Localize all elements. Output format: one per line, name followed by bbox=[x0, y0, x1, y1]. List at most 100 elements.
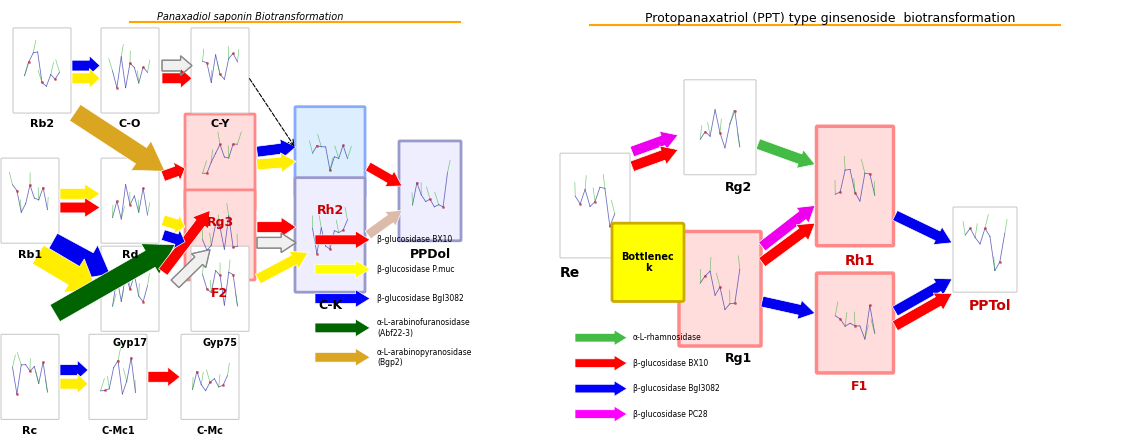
FancyBboxPatch shape bbox=[191, 246, 249, 331]
FancyBboxPatch shape bbox=[14, 28, 71, 113]
Polygon shape bbox=[631, 264, 678, 283]
Polygon shape bbox=[72, 56, 100, 75]
Text: C-Y: C-Y bbox=[210, 119, 230, 129]
Polygon shape bbox=[366, 162, 402, 187]
Text: β-glucosidase PC28: β-glucosidase PC28 bbox=[633, 409, 708, 419]
Polygon shape bbox=[256, 139, 296, 158]
Text: Rh2: Rh2 bbox=[316, 204, 343, 217]
Polygon shape bbox=[315, 290, 370, 307]
Text: α-L-rhamnosidase: α-L-rhamnosidase bbox=[633, 333, 702, 342]
Text: Protopanaxatriol (PPT) type ginsenoside  biotransformation: Protopanaxatriol (PPT) type ginsenoside … bbox=[645, 12, 1015, 25]
Text: α-L-arabinopyranosidase
(Bgp2): α-L-arabinopyranosidase (Bgp2) bbox=[377, 347, 472, 367]
Polygon shape bbox=[256, 233, 296, 252]
Polygon shape bbox=[171, 249, 210, 288]
Polygon shape bbox=[892, 293, 952, 330]
Text: Rg1: Rg1 bbox=[724, 352, 752, 365]
Text: Rc: Rc bbox=[22, 426, 37, 436]
Text: F1: F1 bbox=[852, 380, 868, 393]
FancyBboxPatch shape bbox=[560, 153, 630, 258]
FancyBboxPatch shape bbox=[817, 273, 893, 373]
Text: β-glucosidase BX10: β-glucosidase BX10 bbox=[633, 359, 709, 368]
Polygon shape bbox=[70, 105, 165, 171]
Polygon shape bbox=[255, 252, 308, 284]
Polygon shape bbox=[60, 198, 100, 217]
Text: PPTol: PPTol bbox=[969, 299, 1011, 313]
Polygon shape bbox=[315, 231, 370, 249]
Polygon shape bbox=[630, 131, 678, 157]
Text: C-Mc: C-Mc bbox=[197, 426, 224, 436]
Text: α-L-arabinofuranosidase
(Abf22-3): α-L-arabinofuranosidase (Abf22-3) bbox=[377, 318, 470, 337]
Polygon shape bbox=[256, 217, 296, 237]
Text: Rh1: Rh1 bbox=[845, 255, 875, 269]
Polygon shape bbox=[315, 348, 370, 366]
Polygon shape bbox=[631, 235, 678, 254]
Polygon shape bbox=[575, 355, 627, 371]
Polygon shape bbox=[631, 249, 678, 269]
Polygon shape bbox=[756, 139, 814, 168]
Text: Gyp75: Gyp75 bbox=[202, 338, 237, 347]
Text: F2: F2 bbox=[212, 287, 228, 300]
Polygon shape bbox=[315, 319, 370, 337]
Polygon shape bbox=[758, 223, 814, 267]
Text: Rd: Rd bbox=[122, 249, 138, 259]
Text: Gyp17: Gyp17 bbox=[112, 338, 147, 347]
Polygon shape bbox=[760, 296, 814, 319]
Polygon shape bbox=[161, 230, 185, 249]
Polygon shape bbox=[630, 146, 678, 171]
Polygon shape bbox=[50, 244, 176, 322]
Text: β-glucosidase Bgl3082: β-glucosidase Bgl3082 bbox=[377, 294, 463, 303]
FancyBboxPatch shape bbox=[612, 223, 684, 301]
Polygon shape bbox=[60, 184, 100, 204]
Text: Rb1: Rb1 bbox=[18, 249, 42, 259]
FancyBboxPatch shape bbox=[680, 232, 761, 346]
Polygon shape bbox=[162, 56, 192, 75]
FancyBboxPatch shape bbox=[684, 80, 756, 175]
FancyBboxPatch shape bbox=[181, 334, 238, 419]
FancyBboxPatch shape bbox=[184, 190, 255, 280]
FancyBboxPatch shape bbox=[1, 334, 58, 419]
Polygon shape bbox=[631, 279, 678, 298]
Polygon shape bbox=[256, 153, 296, 172]
Text: β-glucosidase P.muc: β-glucosidase P.muc bbox=[377, 265, 454, 274]
Polygon shape bbox=[60, 374, 88, 393]
FancyBboxPatch shape bbox=[184, 114, 255, 209]
Polygon shape bbox=[33, 245, 96, 293]
FancyBboxPatch shape bbox=[101, 158, 159, 243]
FancyBboxPatch shape bbox=[295, 107, 364, 197]
Text: β-glucosidase BX10: β-glucosidase BX10 bbox=[377, 235, 452, 244]
Text: Rg2: Rg2 bbox=[724, 181, 752, 194]
Text: Panaxadiol saponin Biotransformation: Panaxadiol saponin Biotransformation bbox=[156, 12, 343, 22]
Text: Rb2: Rb2 bbox=[30, 119, 54, 129]
FancyBboxPatch shape bbox=[953, 207, 1017, 292]
Polygon shape bbox=[892, 278, 952, 316]
Polygon shape bbox=[60, 360, 88, 380]
Polygon shape bbox=[161, 215, 185, 234]
Text: PPDol: PPDol bbox=[410, 248, 450, 261]
Polygon shape bbox=[72, 68, 100, 88]
FancyBboxPatch shape bbox=[1, 158, 58, 243]
Text: Bottlenec
k: Bottlenec k bbox=[622, 252, 674, 273]
Polygon shape bbox=[148, 367, 180, 387]
FancyBboxPatch shape bbox=[191, 28, 249, 113]
FancyBboxPatch shape bbox=[817, 126, 893, 246]
Polygon shape bbox=[315, 260, 370, 278]
Polygon shape bbox=[892, 211, 952, 245]
Text: C-Mc1: C-Mc1 bbox=[101, 426, 135, 436]
Polygon shape bbox=[575, 406, 627, 422]
FancyBboxPatch shape bbox=[399, 141, 461, 241]
Text: β-glucosidase Bgl3082: β-glucosidase Bgl3082 bbox=[633, 384, 720, 393]
FancyBboxPatch shape bbox=[101, 246, 159, 331]
Text: Re: Re bbox=[560, 266, 580, 280]
FancyBboxPatch shape bbox=[295, 177, 364, 292]
Polygon shape bbox=[366, 211, 402, 239]
FancyBboxPatch shape bbox=[101, 28, 159, 113]
Text: C-O: C-O bbox=[119, 119, 142, 129]
Polygon shape bbox=[575, 330, 627, 345]
Text: Rg3: Rg3 bbox=[207, 216, 234, 229]
FancyBboxPatch shape bbox=[89, 334, 147, 419]
Polygon shape bbox=[758, 205, 814, 251]
Polygon shape bbox=[161, 162, 185, 181]
Text: C-K: C-K bbox=[318, 299, 342, 312]
Polygon shape bbox=[46, 233, 110, 279]
Polygon shape bbox=[162, 68, 192, 88]
